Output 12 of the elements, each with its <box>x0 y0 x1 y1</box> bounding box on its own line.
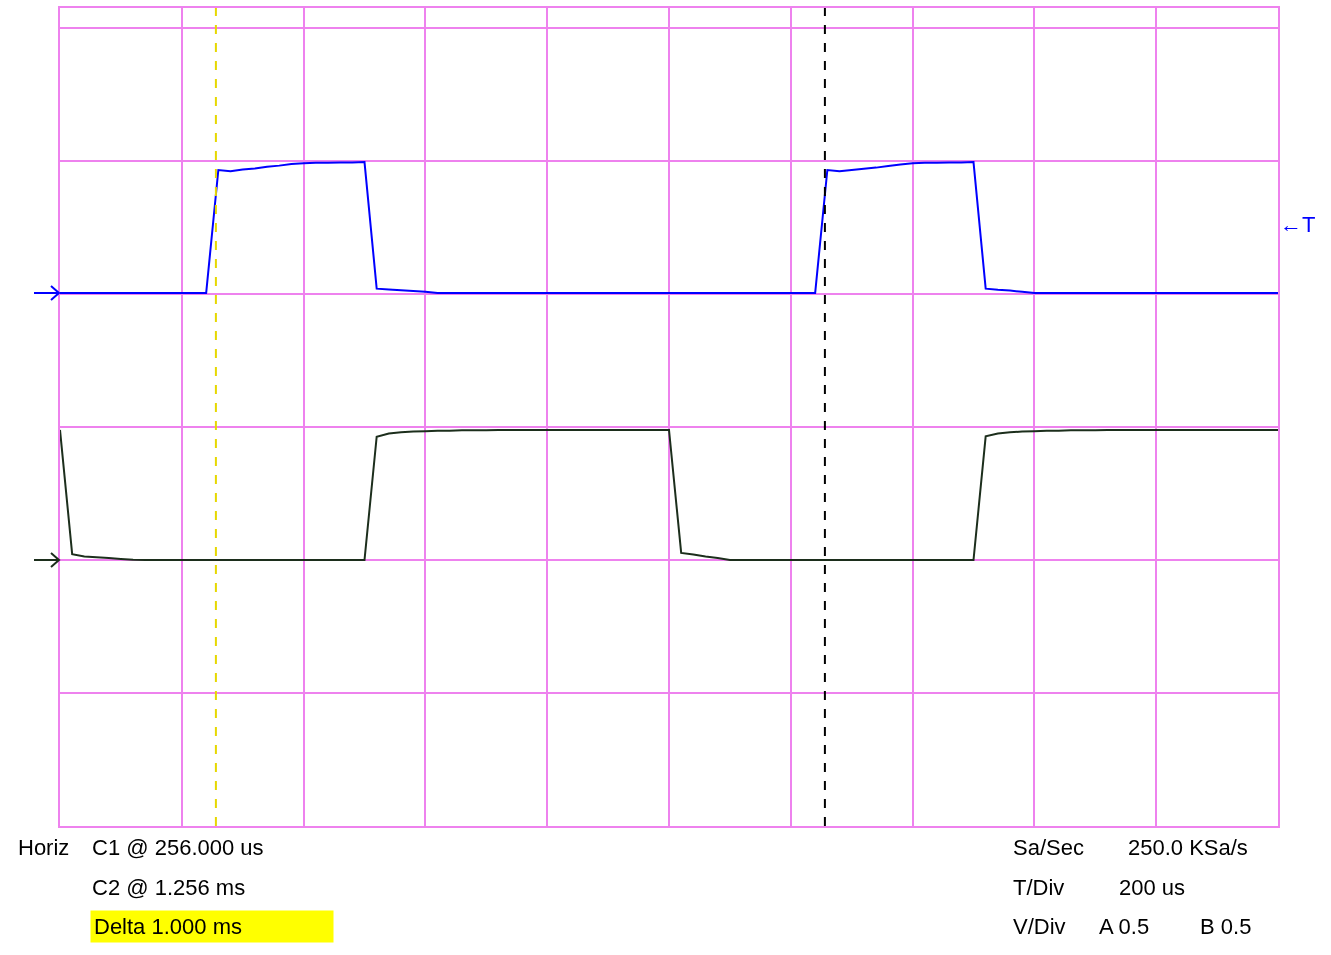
text: Delta 1.000 ms <box>94 914 242 939</box>
text: ←T <box>1280 212 1316 237</box>
text: C1 @ 256.000 us <box>92 835 264 860</box>
text: C2 @ 1.256 ms <box>92 875 246 900</box>
text: 200 us <box>1119 875 1186 900</box>
text: A 0.5 <box>1099 914 1150 939</box>
text: Sa/Sec <box>1013 835 1084 860</box>
text: B 0.5 <box>1200 914 1252 939</box>
text: 250.0 KSa/s <box>1128 835 1248 860</box>
text: Horiz <box>18 835 70 860</box>
text: T/Div <box>1013 875 1065 900</box>
text: V/Div <box>1013 914 1066 939</box>
